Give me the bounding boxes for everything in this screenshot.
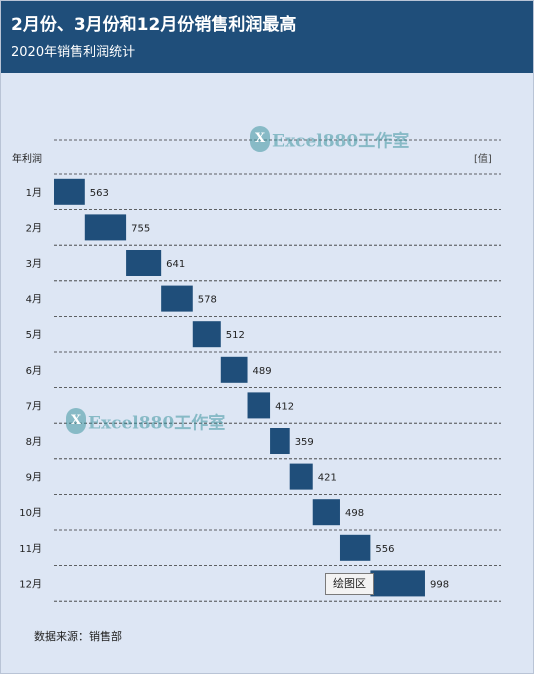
watermark-middle: X Excel880工作室 xyxy=(66,408,225,434)
category-label-5: 5月 xyxy=(26,329,42,341)
bar-7 xyxy=(247,392,271,419)
data-label-10: 498 xyxy=(345,508,364,519)
watermark-top: X Excel880工作室 xyxy=(250,126,409,152)
plot-area-tooltip: 绘图区 xyxy=(325,573,374,595)
chart-header: 2月份、3月份和12月份销售利润最高 2020年销售利润统计 xyxy=(1,1,533,73)
grid-lines xyxy=(54,139,501,602)
category-label-4: 4月 xyxy=(26,294,42,306)
data-label-5: 512 xyxy=(226,330,245,341)
chart-subtitle: 2020年销售利润统计 xyxy=(11,45,136,60)
bar-12 xyxy=(370,570,425,597)
bar-1 xyxy=(54,178,85,205)
category-label-12: 12月 xyxy=(19,578,42,590)
data-label-6: 489 xyxy=(253,366,272,377)
bar-2 xyxy=(84,214,127,241)
category-label-7: 7月 xyxy=(26,400,42,412)
excel880-logo-icon: X xyxy=(66,408,86,434)
category-labels: 1月 2月 3月 4月 5月 6月 7月 8月 9月 10月 11月 12月 xyxy=(19,187,42,591)
bar-4 xyxy=(161,285,193,312)
data-label-3: 641 xyxy=(166,259,185,270)
category-label-9: 9月 xyxy=(26,472,42,484)
bar-6 xyxy=(220,356,248,383)
excel880-logo-icon: X xyxy=(250,126,270,152)
bar-9 xyxy=(289,463,313,490)
category-label-2: 2月 xyxy=(26,222,42,234)
data-label-9: 421 xyxy=(318,473,337,484)
value-axis-unit: [值] xyxy=(474,152,492,165)
data-label-8: 359 xyxy=(295,437,314,448)
chart-title: 2月份、3月份和12月份销售利润最高 xyxy=(11,15,297,35)
data-label-11: 556 xyxy=(375,544,394,555)
data-labels: 563 755 641 578 512 489 412 359 421 498 556 998 xyxy=(90,188,449,591)
bar-10 xyxy=(312,499,340,526)
data-label-2: 755 xyxy=(131,223,150,234)
data-label-1: 563 xyxy=(90,188,109,199)
bar-11 xyxy=(339,534,371,561)
watermark-text: Excel880工作室 xyxy=(272,131,410,152)
category-label-6: 6月 xyxy=(26,365,42,377)
category-label-11: 11月 xyxy=(19,543,42,555)
watermark-text: Excel880工作室 xyxy=(88,413,226,434)
bar-3 xyxy=(126,250,162,276)
bar-8 xyxy=(270,428,290,454)
category-axis-title: 年利润 xyxy=(12,152,42,165)
category-label-10: 10月 xyxy=(19,507,42,519)
bar-5 xyxy=(192,321,221,348)
category-label-8: 8月 xyxy=(26,436,42,448)
bar-series xyxy=(54,178,425,597)
data-label-4: 578 xyxy=(198,295,217,306)
data-source-note: 数据来源：销售部 xyxy=(34,630,122,643)
chart-frame: 2月份、3月份和12月份销售利润最高 2020年销售利润统计 xyxy=(0,0,534,674)
data-label-7: 412 xyxy=(275,401,294,412)
category-label-3: 3月 xyxy=(26,258,42,270)
category-label-1: 1月 xyxy=(26,187,42,199)
data-label-12: 998 xyxy=(430,579,449,590)
